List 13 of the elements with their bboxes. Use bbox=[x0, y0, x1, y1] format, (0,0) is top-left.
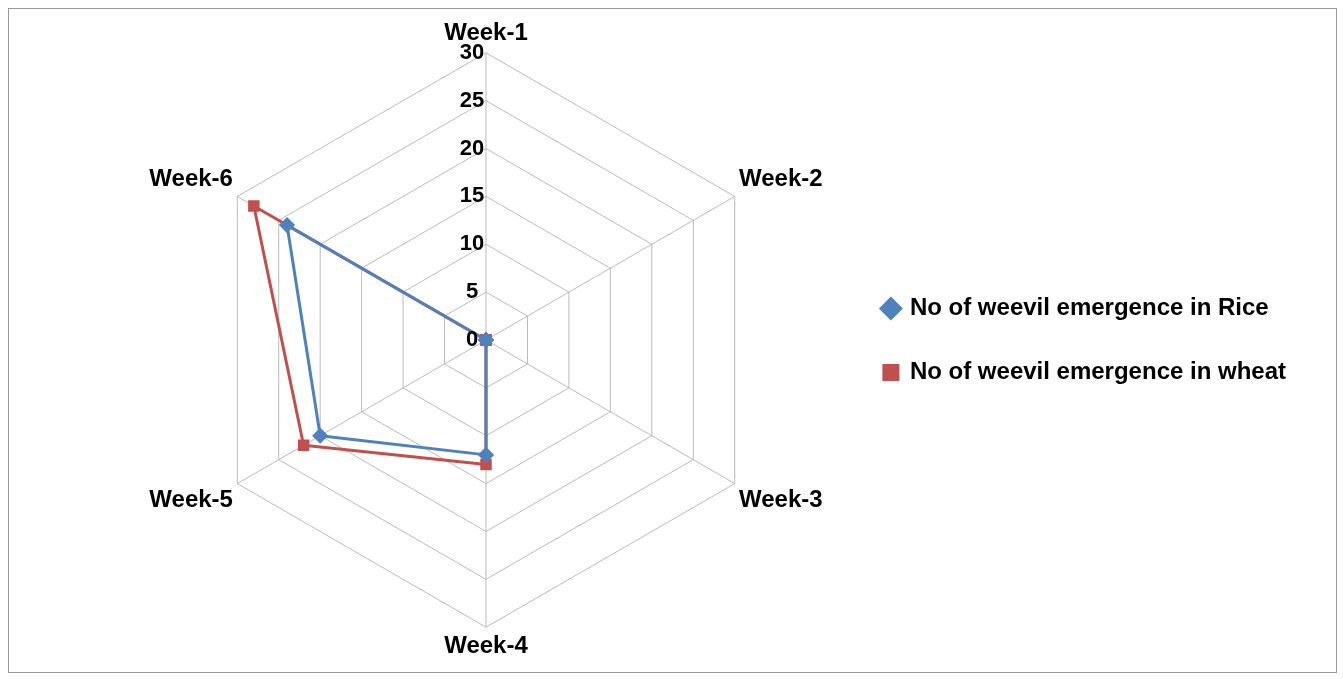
y-tick-label: 20 bbox=[459, 134, 485, 160]
spoke-label: Week-2 bbox=[739, 164, 823, 192]
y-tick-label: 10 bbox=[459, 230, 485, 256]
legend-label: No of weevil emergence in Rice bbox=[909, 293, 1269, 321]
legend-label: No of weevil emergence in wheat bbox=[909, 357, 1287, 385]
spoke-label: Week-6 bbox=[149, 164, 233, 192]
spoke-label: Week-3 bbox=[739, 485, 823, 513]
y-tick-label: 5 bbox=[465, 278, 479, 304]
y-tick-label: 25 bbox=[459, 86, 485, 112]
spoke-label: Week-5 bbox=[149, 485, 233, 513]
y-tick-label: 15 bbox=[459, 182, 485, 208]
y-tick-label: 0 bbox=[465, 326, 479, 352]
spoke-label: Week-4 bbox=[444, 631, 529, 659]
